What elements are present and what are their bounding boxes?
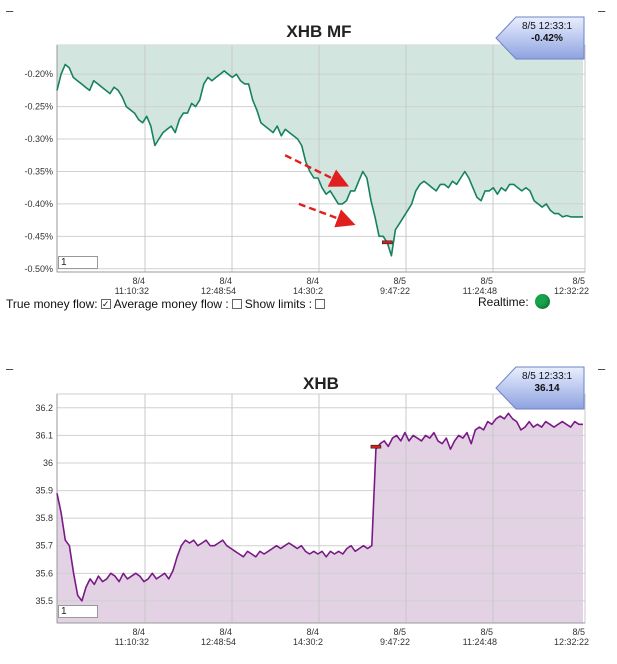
bottom-callout-value: 36.14 (534, 383, 560, 394)
y-tick-label: 36.2 (35, 403, 53, 413)
y-tick-label: -0.40% (24, 199, 53, 209)
x-tick-time: 14:30:2 (293, 286, 323, 296)
y-tick-label: 36.1 (35, 430, 53, 440)
x-tick-time: 11:10:32 (115, 637, 149, 647)
x-tick-time: 9:47:22 (380, 637, 410, 647)
y-tick-label: 35.7 (35, 541, 53, 551)
x-tick-date: 8/4 (219, 276, 232, 286)
y-tick-label: -0.30% (24, 134, 53, 144)
x-tick-time: 11:24:48 (463, 637, 497, 647)
x-tick-date: 8/5 (480, 276, 493, 286)
session-marker (381, 240, 393, 245)
x-tick-date: 8/5 (572, 276, 585, 286)
session-marker (370, 444, 382, 449)
x-tick-date: 8/4 (306, 627, 319, 637)
realtime-status-icon[interactable] (534, 294, 550, 309)
x-tick-time: 9:47:22 (380, 286, 410, 296)
bottom-value-callout: 8/5 12:33:1 36.14 (494, 366, 586, 410)
trend-arrow (298, 202, 356, 228)
realtime-indicator: Realtime: (478, 294, 550, 309)
area-fill (57, 45, 583, 256)
price-chart-svg: 36.236.13635.935.835.735.635.58/411:10:3… (35, 393, 589, 647)
bottom-chart-title: XHB (303, 374, 339, 393)
y-tick-label: 35.6 (35, 568, 53, 578)
series-line (56, 63, 583, 257)
y-tick-label: -0.20% (24, 69, 53, 79)
x-tick-time: 12:32:22 (554, 286, 589, 296)
y-tick-label: -0.25% (24, 102, 53, 112)
callout-arrow-shape (495, 16, 585, 60)
realtime-label: Realtime: (478, 294, 529, 309)
bottom-minimize-dash[interactable]: – (6, 361, 14, 376)
top-callout-value: -0.42% (531, 33, 563, 44)
y-tick-label: 35.9 (35, 486, 53, 496)
top-minimize-dash[interactable]: – (6, 3, 14, 18)
y-tick-label: 36 (43, 458, 53, 468)
show-limits-checkbox[interactable] (315, 299, 326, 309)
show-limits-label: Show limits : (244, 297, 313, 311)
top-callout-time: 8/5 12:33:1 (521, 21, 573, 32)
x-tick-time: 12:32:22 (554, 637, 589, 647)
avg-mf-label: Average money flow : (113, 297, 229, 311)
area-fill (57, 413, 583, 623)
x-tick-time: 11:24:48 (463, 286, 497, 296)
x-tick-date: 8/5 (393, 276, 406, 286)
callout-arrow-shape (495, 366, 585, 410)
x-tick-date: 8/5 (480, 627, 493, 637)
mf-chart-svg: -0.20% -0.25% -0.30% -0.35% -0.40% -0.45% -0.5… (24, 44, 589, 296)
top-close-dash[interactable]: – (598, 3, 606, 18)
trend-arrow (284, 154, 350, 187)
bottom-zoom-input[interactable]: 1 (58, 605, 98, 618)
x-tick-date: 8/5 (393, 627, 406, 637)
top-value-callout: 8/5 12:33:1 -0.42% (494, 16, 586, 60)
top-zoom-input[interactable]: 1 (58, 256, 98, 269)
x-tick-time: 12:48:54 (201, 286, 236, 296)
x-tick-date: 8/4 (132, 276, 145, 286)
x-tick-date: 8/4 (306, 276, 319, 286)
avg-mf-checkbox[interactable] (231, 299, 242, 309)
x-tick-time: 12:48:54 (201, 637, 236, 647)
x-tick-date: 8/4 (132, 627, 145, 637)
y-tick-label: -0.50% (24, 264, 53, 274)
x-tick-time: 11:10:32 (115, 286, 149, 296)
y-tick-label: 35.8 (35, 513, 53, 523)
true-mf-label: True money flow: (6, 297, 98, 311)
x-tick-date: 8/5 (572, 627, 585, 637)
x-tick-date: 8/4 (219, 627, 232, 637)
top-chart-title: XHB MF (286, 22, 352, 41)
series-line (56, 412, 583, 602)
bottom-close-dash[interactable]: – (598, 361, 606, 376)
true-mf-checkbox[interactable]: ✓ (100, 299, 111, 309)
y-tick-label: -0.45% (24, 231, 53, 241)
x-tick-time: 14:30:2 (293, 637, 323, 647)
y-tick-label: -0.35% (24, 166, 53, 176)
bottom-callout-time: 8/5 12:33:1 (521, 371, 573, 382)
top-controls-row: True money flow: ✓ Average money flow : … (6, 297, 326, 311)
y-tick-label: 35.5 (35, 596, 53, 606)
